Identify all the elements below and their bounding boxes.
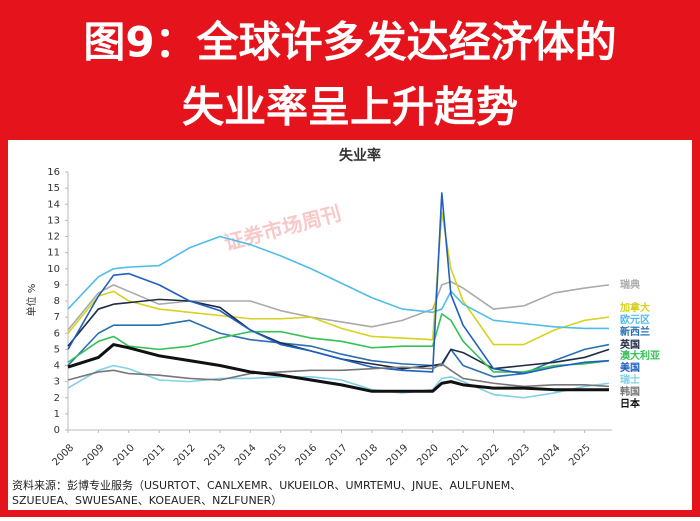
y-tick-label: 14 <box>47 199 60 210</box>
source-line: 资料来源：彭博专业服务（USURTOT、CANLXEMR、UKUEILOR、UM… <box>12 478 521 492</box>
y-tick-label: 13 <box>47 215 60 226</box>
series-line <box>67 343 609 393</box>
title-line: 失业率呈上升趋势 <box>182 83 518 132</box>
legend-label: 欧元区 <box>620 313 650 326</box>
series-line <box>67 363 610 388</box>
series-line <box>67 235 609 330</box>
y-tick-label: 11 <box>47 248 60 259</box>
legend-label: 澳大利亚 <box>620 349 660 362</box>
legend-label: 韩国 <box>620 385 640 398</box>
y-axis-label: 单位 % <box>25 284 38 317</box>
y-tick-label: 0 <box>54 425 60 436</box>
series-line <box>67 319 610 378</box>
y-tick-label: 16 <box>47 167 60 178</box>
y-tick-label: 4 <box>54 361 60 372</box>
source-line: SZUEUEA、SWUESANE、KOEAUER、NZLFUNER） <box>12 494 282 507</box>
y-tick-label: 9 <box>54 280 60 291</box>
chart-subtitle: 失业率 <box>339 147 381 164</box>
y-tick-label: 6 <box>54 328 60 339</box>
series-line <box>67 298 610 370</box>
series-line <box>67 192 610 375</box>
legend-label: 瑞士 <box>620 373 640 386</box>
legend-label: 瑞典 <box>620 278 640 291</box>
y-tick-label: 2 <box>54 393 60 404</box>
legend-label: 新西兰 <box>620 325 650 338</box>
title-line: 图9：全球许多发达经济体的 <box>83 18 616 67</box>
y-tick-label: 3 <box>54 377 60 388</box>
legend-label: 美国 <box>620 361 640 374</box>
y-tick-label: 8 <box>54 296 60 307</box>
y-tick-label: 15 <box>47 183 60 194</box>
y-tick-label: 10 <box>47 264 60 275</box>
y-tick-label: 1 <box>54 409 60 420</box>
legend-label: 加拿大 <box>619 301 650 314</box>
series-line <box>67 211 610 346</box>
series-line <box>67 280 610 331</box>
chart-panel <box>8 140 692 510</box>
y-tick-label: 5 <box>54 344 60 355</box>
y-tick-label: 7 <box>54 312 60 323</box>
legend-label: 日本 <box>620 397 641 410</box>
y-tick-label: 12 <box>47 232 60 243</box>
legend-label: 英国 <box>619 338 640 351</box>
